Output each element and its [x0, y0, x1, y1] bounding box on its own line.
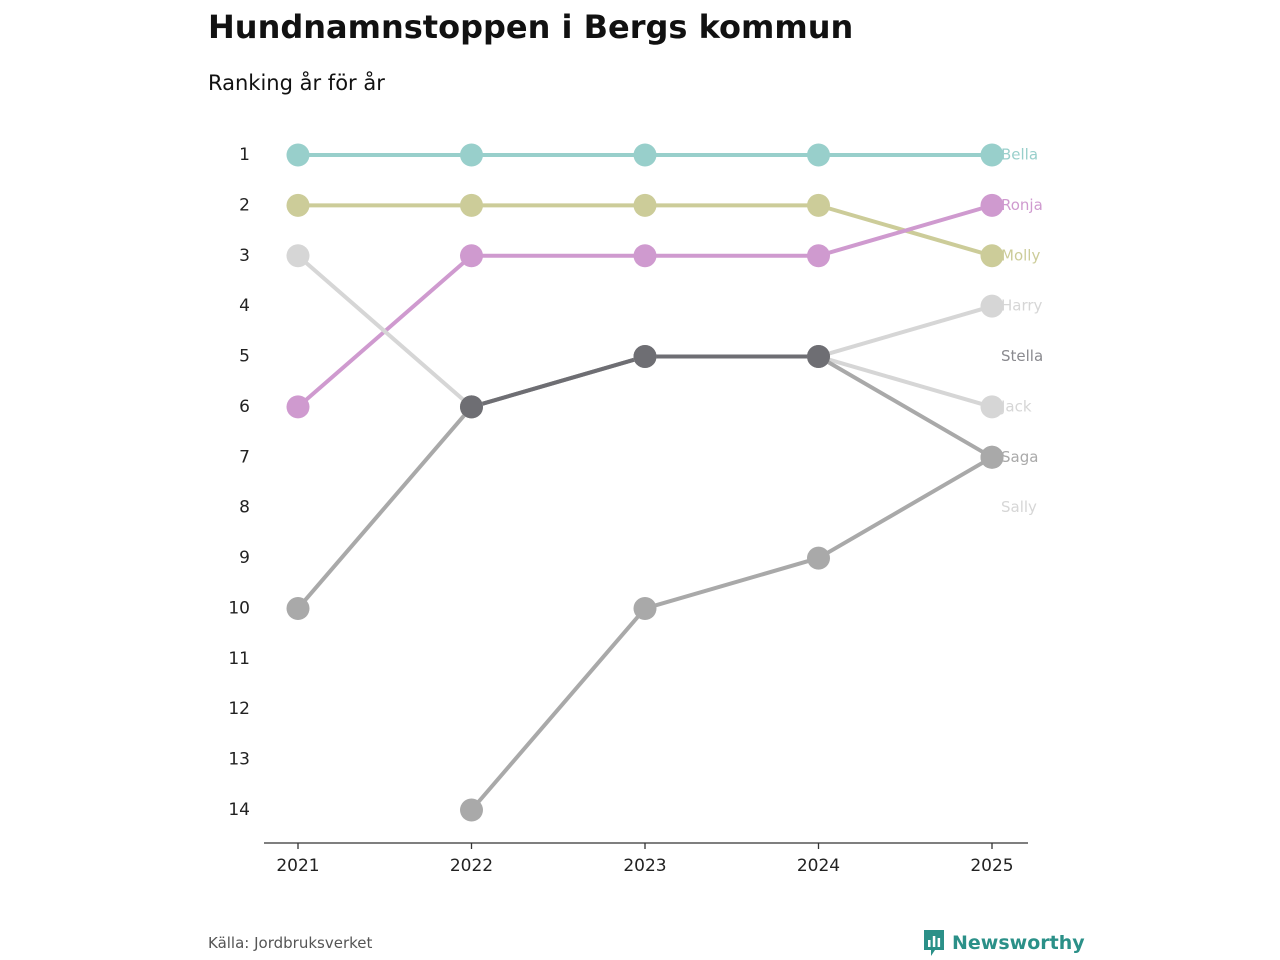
- series-points: [286, 143, 1004, 822]
- x-axis: 2021 2022 2023 2024 2025: [264, 842, 1028, 876]
- y-tick-label: 6: [239, 397, 250, 417]
- data-point-bella: [980, 143, 1004, 167]
- y-tick-label: 10: [228, 598, 250, 618]
- series-line-jack: [296, 253, 994, 409]
- data-point-bella: [460, 143, 483, 167]
- data-point-ronja: [807, 244, 830, 268]
- y-tick-label: 14: [228, 800, 250, 820]
- data-point-stella: [807, 345, 830, 369]
- end-label-harry: Harry: [1001, 297, 1043, 315]
- data-point-stella: [633, 345, 657, 369]
- data-point-ronja: [980, 193, 1004, 217]
- end-label-saga: Saga: [1001, 448, 1038, 466]
- data-point-saga: [286, 596, 310, 620]
- end-label-stella: Stella: [1001, 347, 1043, 365]
- y-tick-label: 4: [239, 296, 250, 316]
- y-tick-label: 11: [228, 649, 250, 669]
- y-tick-label: 9: [239, 548, 250, 568]
- data-point-sally: [633, 596, 657, 620]
- series-line-sally: [469, 455, 994, 812]
- data-point-jack: [286, 244, 310, 268]
- newsworthy-brand: Newsworthy: [922, 928, 1085, 958]
- newsworthy-logo-icon: [924, 930, 944, 956]
- end-label-ronja: Ronja: [1001, 196, 1043, 214]
- series-line-saga: [296, 354, 994, 611]
- end-label-sally: Sally: [1001, 498, 1037, 516]
- y-tick-label: 8: [239, 498, 250, 518]
- end-label-bella: Bella: [1001, 146, 1038, 164]
- x-tick-label: 2022: [450, 856, 493, 876]
- data-point-molly: [633, 193, 657, 217]
- chart-title: Hundnamnstoppen i Bergs kommun: [208, 8, 854, 46]
- data-point-stella: [460, 395, 483, 419]
- end-label-molly: Molly: [1001, 246, 1040, 264]
- data-point-ronja: [460, 244, 483, 268]
- data-point-bella: [807, 143, 830, 167]
- data-point-harry: [980, 294, 1004, 318]
- data-point-molly: [980, 244, 1004, 268]
- data-point-ronja: [286, 395, 310, 419]
- data-point-sally: [980, 445, 1004, 469]
- y-tick-label: 13: [228, 750, 250, 770]
- y-tick-label: 1: [239, 145, 250, 165]
- data-point-molly: [807, 193, 830, 217]
- data-point-bella: [286, 143, 310, 167]
- y-tick-label: 5: [239, 347, 250, 367]
- data-point-jack: [980, 395, 1004, 419]
- x-tick-label: 2024: [797, 856, 840, 876]
- x-tick-label: 2023: [623, 856, 666, 876]
- data-point-ronja: [633, 244, 657, 268]
- y-tick-label: 7: [239, 447, 250, 467]
- x-tick-label: 2025: [970, 856, 1013, 876]
- data-point-bella: [633, 143, 657, 167]
- brand-name: Newsworthy: [952, 932, 1085, 954]
- series-end-labels: Bella Ronja Molly Harry Stella Jack Saga Sally: [1000, 146, 1043, 517]
- data-point-molly: [460, 193, 483, 217]
- y-tick-label: 3: [239, 246, 250, 266]
- data-point-sally: [807, 546, 830, 570]
- end-label-jack: Jack: [1000, 397, 1032, 415]
- x-tick-label: 2021: [276, 856, 319, 876]
- data-point-molly: [286, 193, 310, 217]
- y-tick-label: 12: [228, 699, 250, 719]
- y-tick-label: 2: [239, 195, 250, 215]
- chart-subtitle: Ranking år för år: [208, 71, 385, 95]
- data-point-sally: [460, 798, 483, 822]
- source-note: Källa: Jordbruksverket: [208, 934, 373, 952]
